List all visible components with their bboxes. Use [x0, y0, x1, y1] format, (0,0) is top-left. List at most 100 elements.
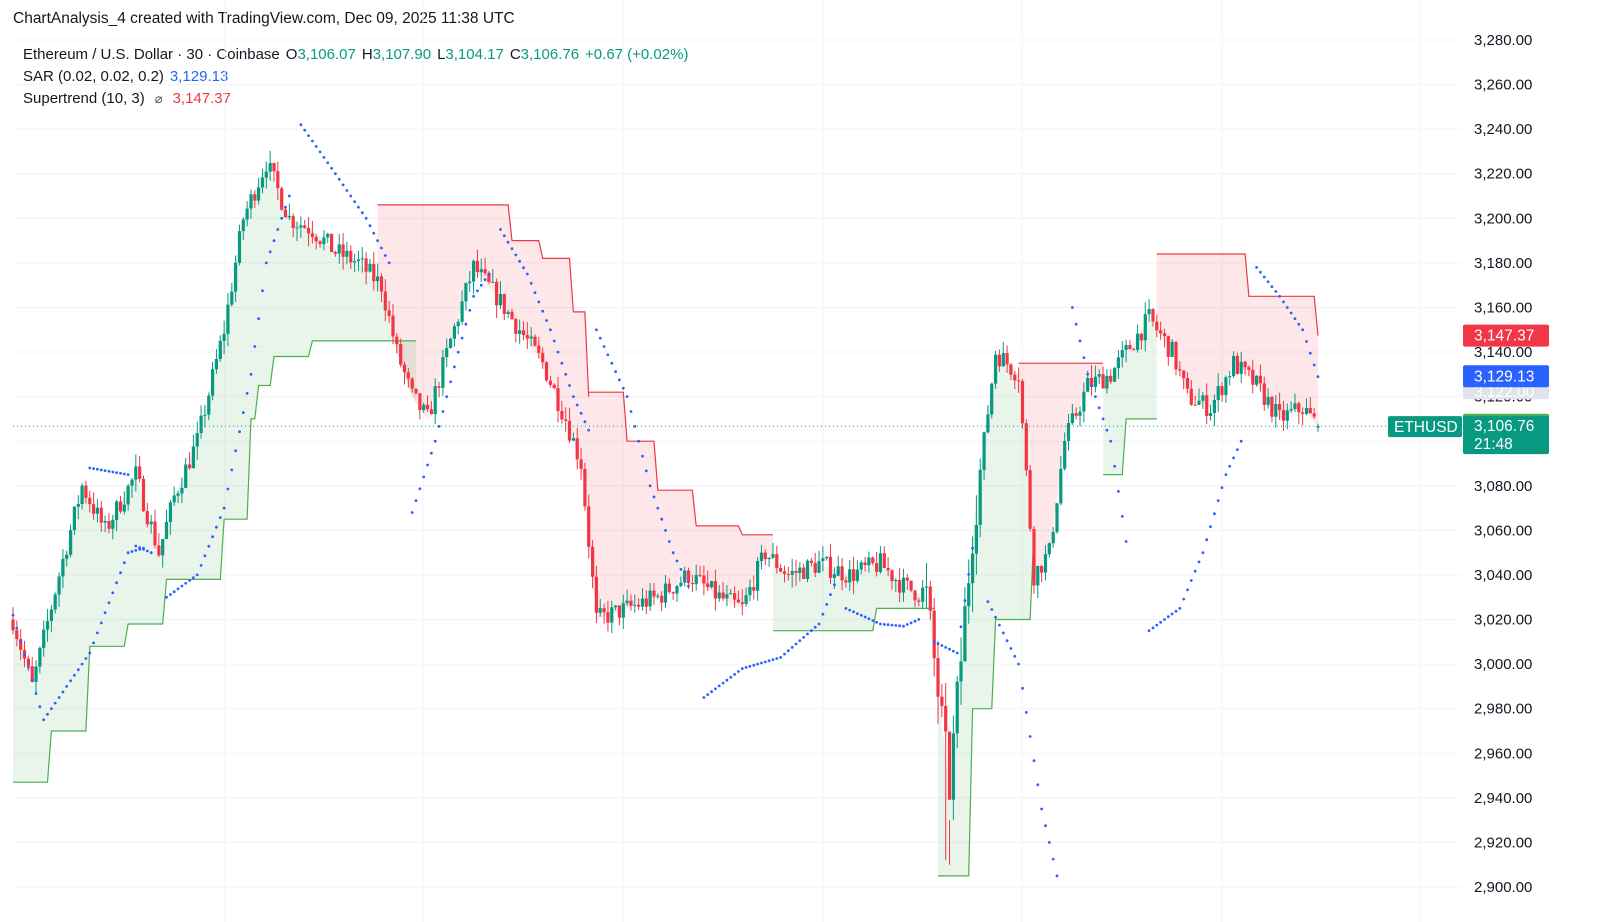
sar-dot	[572, 395, 575, 398]
hidden-price-tag-bg	[1463, 385, 1549, 400]
supertrend-label[interactable]: Supertrend (10, 3)	[23, 90, 145, 107]
candle-body	[268, 163, 272, 172]
candle-body	[1101, 374, 1105, 389]
candle-body	[379, 276, 384, 292]
candle-body	[1093, 376, 1097, 387]
price-axis[interactable]: 3,280.00 3,260.00 3,240.00 3,220.00 3,200.00…	[1474, 32, 1532, 896]
sar-dot	[502, 234, 506, 238]
supertrend-lines	[13, 204, 1319, 877]
high-label: H	[361, 46, 373, 63]
sar-dot	[556, 350, 560, 354]
candle-body	[184, 464, 188, 488]
sar-dot	[963, 599, 967, 602]
sar-dot	[73, 673, 76, 677]
ohlc-row[interactable]: Ethereum / U.S. Dollar · 30 · Coinbase O…	[23, 44, 688, 66]
candle-body	[744, 595, 748, 604]
sar-label[interactable]: SAR (0.02, 0.02, 0.2)	[23, 68, 164, 85]
candle-body	[118, 501, 123, 512]
candle-body	[1251, 370, 1255, 385]
sar-dot	[92, 641, 95, 645]
sar-dot	[637, 439, 640, 443]
candle-body	[1208, 413, 1213, 416]
candle-body	[257, 187, 261, 201]
candle-body	[1009, 364, 1013, 375]
sar-dot	[96, 467, 99, 471]
sar-dot	[180, 584, 184, 588]
sar-dot	[1094, 395, 1097, 398]
sar-dot	[215, 525, 218, 529]
sar-dot	[1055, 874, 1059, 878]
candle-body	[1201, 395, 1205, 401]
low-value: 3,104.17	[445, 46, 504, 63]
symbol-label[interactable]: Ethereum / U.S. Dollar · 30 · Coinbase	[23, 46, 280, 63]
sar-dot	[468, 308, 472, 312]
eye-off-icon[interactable]: ⌀	[154, 91, 163, 106]
sar-dot	[1021, 686, 1024, 690]
candle-body	[748, 587, 752, 596]
sar-dot	[894, 624, 898, 627]
sar-dot	[644, 469, 648, 473]
candle-body	[821, 558, 825, 562]
sar-dot	[825, 603, 829, 606]
sar-dot	[456, 350, 460, 354]
supertrend-fill-area	[1156, 254, 1318, 427]
candle-body	[510, 311, 514, 320]
sar-row[interactable]: SAR (0.02, 0.02, 0.2) 3,129.13	[23, 66, 688, 88]
candle-body	[702, 575, 706, 584]
sar-dot	[353, 200, 356, 204]
sar-dot	[99, 621, 103, 625]
candle-body	[1289, 409, 1293, 411]
symbol-tag[interactable]: ETHUSD	[1388, 416, 1462, 438]
sar-dot	[1301, 328, 1304, 332]
candle-body	[349, 250, 353, 263]
candle-body	[763, 552, 767, 560]
candle-body	[479, 269, 483, 273]
sar-dot	[1017, 662, 1020, 666]
candle-body	[287, 216, 291, 218]
supertrend-row[interactable]: Supertrend (10, 3) ⌀ 3,147.37	[23, 88, 688, 110]
supertrend-line	[377, 204, 590, 397]
axis-tick-label: 3,160.00	[1474, 299, 1532, 316]
sar-dot	[1051, 857, 1055, 861]
candle-body	[472, 260, 476, 282]
candle-body	[318, 241, 322, 244]
sar-dot	[525, 272, 529, 276]
candle-body	[852, 569, 856, 581]
sar-dot	[234, 449, 238, 453]
sar-dot	[126, 551, 130, 555]
candle-body	[932, 610, 936, 659]
sar-dot	[614, 370, 617, 373]
candle-body	[1036, 566, 1040, 586]
candle-body	[686, 570, 691, 584]
sar-dot	[487, 272, 491, 276]
sar-dot	[1182, 597, 1186, 601]
supertrend-line	[938, 530, 1035, 877]
candle-body	[936, 658, 940, 697]
sar-dot	[998, 623, 1001, 627]
sar-dots	[11, 123, 1320, 878]
sar-dot	[706, 693, 710, 696]
sar-dot	[372, 231, 376, 235]
sar-dot	[1013, 654, 1017, 658]
candle-body	[1205, 395, 1209, 416]
supertrend-value: 3,147.37	[172, 90, 231, 107]
axis-tick-label: 2,900.00	[1474, 879, 1532, 896]
sar-dot	[541, 309, 545, 313]
candle-body	[1070, 413, 1074, 423]
candle-body	[1304, 408, 1309, 414]
candle-body	[387, 310, 391, 316]
candle-body	[498, 294, 503, 306]
sar-dot	[88, 651, 92, 655]
candle-body	[483, 269, 487, 274]
candle-body	[974, 525, 978, 554]
candle-body	[844, 580, 848, 583]
candle-body	[1082, 391, 1086, 412]
sar-dot	[1047, 841, 1051, 844]
chart-legend: Ethereum / U.S. Dollar · 30 · Coinbase O…	[23, 44, 688, 110]
open-value: 3,106.07	[297, 46, 356, 63]
candle-body	[901, 577, 906, 593]
sar-dot	[322, 156, 326, 159]
sar-dot	[264, 261, 268, 265]
